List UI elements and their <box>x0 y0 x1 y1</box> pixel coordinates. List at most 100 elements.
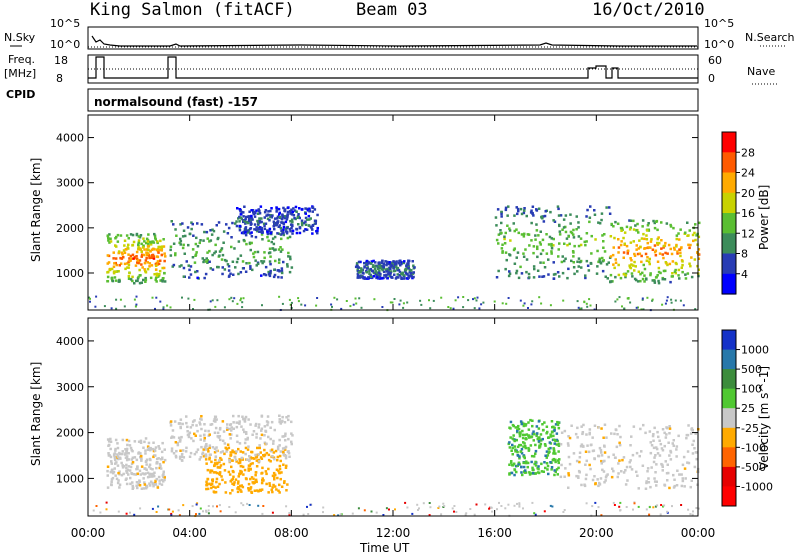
scatter-cell <box>129 233 133 236</box>
scatter-cell-ground <box>105 508 108 511</box>
scatter-cell <box>497 233 501 236</box>
scatter-cell <box>215 224 218 227</box>
scatter-cell-ground <box>207 505 210 507</box>
scatter-cell <box>675 234 679 237</box>
scatter-cell <box>276 445 280 449</box>
scatter-cell <box>574 432 578 436</box>
scatter-cell <box>122 249 126 252</box>
scatter-cell <box>547 258 550 261</box>
scatter-cell <box>507 442 510 446</box>
scatter-cell <box>191 256 195 259</box>
scatter-cell <box>557 255 560 258</box>
scatter-cell <box>113 467 116 470</box>
scatter-cell <box>680 484 684 488</box>
scatter-cell <box>146 448 150 451</box>
scatter-cell <box>220 258 224 261</box>
scatter-cell <box>639 279 642 283</box>
scatter-cell <box>584 274 587 277</box>
scatter-cell <box>211 268 215 271</box>
scatter-cell-ground <box>170 514 173 517</box>
scatter-cell <box>572 452 576 455</box>
scatter-cell <box>637 487 640 490</box>
scatter-cell <box>513 445 517 448</box>
scatter-cell <box>605 436 608 439</box>
scatter-cell <box>193 432 196 436</box>
scatter-cell <box>397 262 401 265</box>
scatter-cell <box>624 275 627 279</box>
scatter-cell-ground <box>231 300 234 303</box>
scatter-cell <box>638 239 641 242</box>
scatter-cell <box>201 452 204 456</box>
scatter-cell <box>124 248 128 251</box>
scatter-cell-ground <box>297 300 300 303</box>
scatter-cell <box>249 462 253 466</box>
scatter-cell <box>603 451 607 454</box>
scatter-cell <box>178 455 182 459</box>
scatter-cell <box>194 434 197 437</box>
scatter-cell-ground <box>666 296 669 299</box>
scatter-cell <box>114 474 117 477</box>
scatter-cell <box>218 482 221 486</box>
scatter-cell <box>140 263 143 266</box>
scatter-cell <box>147 248 150 252</box>
scatter-cell <box>143 240 146 243</box>
scatter-cell <box>534 234 537 237</box>
scatter-cell <box>113 456 117 460</box>
scatter-cell <box>298 207 301 210</box>
scatter-cell <box>119 457 122 460</box>
scatter-cell-ground <box>651 298 654 301</box>
scatter-cell <box>549 435 553 438</box>
scatter-cell <box>519 420 523 423</box>
scatter-cell-ground <box>271 511 274 514</box>
scatter-cell <box>597 426 600 429</box>
scatter-cell <box>203 439 206 442</box>
scatter-cell <box>668 427 672 430</box>
scatter-cell <box>264 470 268 473</box>
scatter-cell <box>236 490 240 494</box>
scatter-cell <box>690 256 693 259</box>
scatter-cell <box>276 217 279 220</box>
scatter-cell <box>257 426 260 429</box>
scatter-cell <box>604 479 607 482</box>
scatter-cell <box>626 249 630 252</box>
scatter-cell <box>647 246 650 249</box>
scatter-cell <box>531 432 534 435</box>
scatter-cell <box>517 231 520 235</box>
scatter-cell <box>601 256 604 260</box>
velocity-colorbar-segment <box>722 408 736 429</box>
scatter-cell <box>287 206 290 209</box>
scatter-cell <box>390 276 393 279</box>
scatter-cell <box>648 262 651 266</box>
scatter-cell <box>228 457 231 461</box>
scatter-cell <box>198 241 201 245</box>
scatter-cell-ground <box>216 505 218 508</box>
scatter-cell <box>550 250 553 253</box>
scatter-cell <box>573 244 576 248</box>
scatter-cell <box>234 266 237 269</box>
scatter-cell <box>137 440 141 443</box>
scatter-cell <box>402 261 405 265</box>
scatter-cell <box>176 441 179 445</box>
scatter-cell-ground <box>261 304 263 307</box>
scatter-cell <box>557 207 560 211</box>
scatter-cell <box>285 232 289 235</box>
scatter-cell <box>614 275 617 279</box>
scatter-cell <box>292 214 296 217</box>
scatter-cell <box>535 425 539 428</box>
scatter-cell-ground <box>648 506 651 509</box>
scatter-cell <box>550 242 553 246</box>
scatter-cell <box>688 262 691 265</box>
scatter-cell-ground <box>671 505 673 508</box>
scatter-cell <box>244 233 248 237</box>
scatter-cell <box>677 268 681 272</box>
scatter-cell-ground <box>218 504 221 507</box>
scatter-cell-ground <box>665 299 668 302</box>
scatter-cell <box>252 211 255 214</box>
scatter-cell <box>217 221 221 224</box>
scatter-cell <box>404 268 407 272</box>
scatter-cell <box>389 271 392 275</box>
scatter-cell <box>178 457 182 460</box>
scatter-cell <box>224 491 228 494</box>
scatter-cell <box>666 263 669 267</box>
